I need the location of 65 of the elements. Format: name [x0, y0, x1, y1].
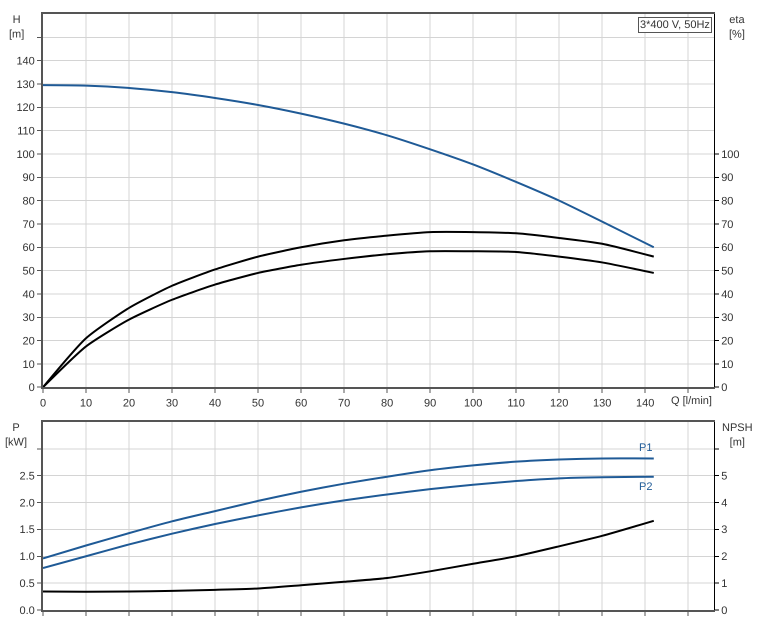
y2-tick-label: 0 — [721, 382, 728, 394]
y-tick-label: 0.5 — [20, 578, 35, 590]
y-axis-title: P [kW] — [5, 422, 27, 448]
y2-tick-label: 40 — [721, 288, 734, 301]
y-tick-label: 70 — [22, 218, 35, 231]
x-tick-label: 90 — [424, 397, 436, 410]
y-tick-label: 2.5 — [20, 470, 35, 482]
y-tick-label: 80 — [22, 195, 35, 208]
y-tick-label: 0.0 — [20, 604, 35, 617]
annotation: 3*400 V, 50Hz — [640, 19, 710, 31]
x-tick-label: 130 — [592, 397, 612, 410]
x-tick-label: 30 — [166, 397, 178, 410]
y-tick-label: 30 — [22, 312, 35, 324]
y-axis-title: H [m] — [9, 14, 24, 40]
y-tick-label: 90 — [22, 172, 35, 184]
x-tick-label: 70 — [338, 397, 350, 410]
y2-tick-label: 3 — [721, 524, 728, 536]
y-tick-label: 110 — [17, 125, 35, 138]
y-tick-label: 100 — [16, 148, 35, 161]
line-series — [43, 476, 655, 570]
line-series — [43, 84, 655, 248]
x-tick-label: 80 — [380, 397, 394, 410]
y-tick-label: 2.0 — [20, 497, 35, 510]
y-tick-label: 130 — [16, 78, 35, 91]
y2-axis-title: NPSH [m] — [722, 422, 753, 448]
line-series — [43, 457, 655, 560]
line-series — [43, 520, 655, 593]
y2-tick-label: 1 — [721, 578, 728, 590]
y2-tick-label: 60 — [721, 242, 734, 254]
x-tick-label: 10 — [80, 397, 92, 410]
x-axis-title: Q [l/min] — [671, 395, 712, 407]
y-tick-label: 120 — [16, 102, 35, 114]
x-tick-label: 100 — [464, 397, 482, 410]
y2-tick-label: 5 — [721, 470, 728, 482]
x-tick-label: 140 — [636, 397, 654, 410]
y2-tick-label: 90 — [721, 172, 734, 184]
y-tick-label: 10 — [22, 358, 35, 371]
y2-tick-label: 70 — [721, 218, 734, 231]
y-tick-label: 60 — [22, 242, 35, 254]
y2-axis-title: eta [%] — [729, 14, 746, 40]
y-tick-label: 20 — [22, 335, 35, 348]
y2-tick-label: 30 — [721, 312, 734, 324]
x-tick-label: 0 — [40, 397, 46, 410]
y2-tick-label: 10 — [721, 358, 734, 371]
x-tick-label: 110 — [507, 397, 525, 410]
y-tick-label: 1.0 — [20, 551, 35, 564]
y-tick-label: 1.5 — [20, 524, 35, 536]
y2-tick-label: 4 — [721, 497, 728, 510]
y-tick-label: 140 — [16, 56, 35, 68]
y2-tick-label: 20 — [721, 335, 734, 348]
y2-tick-label: 2 — [721, 551, 728, 564]
x-tick-label: 40 — [208, 397, 222, 410]
series-label: P2 — [639, 481, 652, 493]
y-tick-label: 40 — [22, 288, 35, 301]
x-tick-label: 120 — [550, 397, 568, 410]
y2-tick-label: 80 — [721, 195, 734, 208]
y-tick-label: 50 — [22, 265, 35, 278]
y2-tick-label: 50 — [721, 265, 734, 278]
x-tick-label: 20 — [122, 397, 136, 410]
x-tick-label: 60 — [294, 397, 308, 410]
y-tick-label: 0 — [28, 382, 35, 394]
x-tick-label: 50 — [252, 397, 264, 410]
y2-tick-label: 0 — [721, 604, 728, 617]
series-label: P1 — [639, 442, 652, 454]
y2-tick-label: 100 — [721, 148, 740, 161]
